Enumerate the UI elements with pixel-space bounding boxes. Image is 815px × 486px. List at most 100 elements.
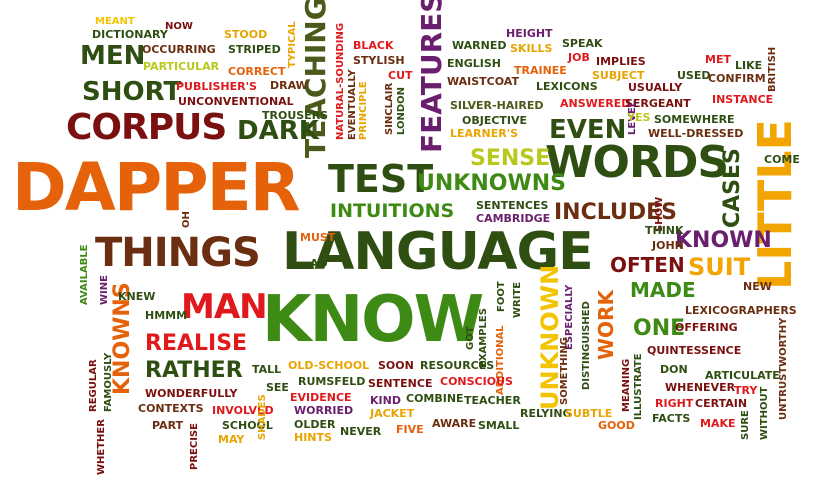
word-unknowns: UNKNOWNS [417, 171, 566, 196]
word-school: SCHOOL [222, 419, 273, 432]
word-features: FEATURES [415, 0, 448, 153]
word-sinclair: SINCLAIR [384, 82, 395, 135]
word-distinguished: DISTINGUISHED [581, 301, 592, 390]
word-striped: STRIPED [228, 43, 281, 56]
word-try: TRY [734, 384, 758, 397]
word-old-school: OLD-SCHOOL [288, 359, 370, 372]
word-meaning: MEANING [621, 358, 632, 412]
word-objective: OBJECTIVE [462, 114, 528, 127]
word-never: NEVER [340, 425, 382, 438]
word-conscious: CONSCIOUS [440, 375, 513, 388]
word-jacket: JACKET [370, 407, 415, 420]
word-dapper: DAPPER [12, 149, 301, 226]
word-regular: REGULAR [88, 359, 99, 412]
word-know: KNOW [262, 283, 484, 357]
word-resources: RESOURCES [420, 359, 495, 372]
word-instance: INSTANCE [712, 93, 774, 106]
word-words: WORDS [545, 137, 729, 188]
word-subtle: SUBTLE [565, 407, 613, 420]
word-small: SMALL [478, 419, 520, 432]
word-worried: WORRIED [294, 404, 354, 417]
word-height: HEIGHT [506, 27, 553, 40]
word-offering: OFFERING [675, 321, 738, 334]
word-hmmm: HMMM [145, 309, 188, 322]
word-relying: RELYING [520, 407, 572, 420]
word-involved: INVOLVED [212, 404, 274, 417]
word-certain: CERTAIN [695, 397, 748, 410]
word-cases: CASES [720, 148, 745, 228]
word-skills: SKILLS [510, 42, 553, 55]
word-london: LONDON [396, 86, 407, 135]
word-work: WORK [594, 290, 618, 360]
word-write: WRITE [512, 281, 523, 318]
word-language: LANGUAGE [282, 222, 594, 282]
word-five: FIVE [396, 423, 424, 436]
word-whenever: WHENEVER [665, 381, 736, 394]
word-implies: IMPLIES [596, 55, 646, 68]
word-british: BRITISH [767, 46, 778, 92]
word-ad: AD [310, 257, 328, 270]
word-shades: SHADES [257, 394, 268, 440]
word-man: MAN [181, 287, 268, 327]
word-natural-sounding: NATURAL-SOUNDING [335, 22, 346, 140]
word-famously: FAMOUSLY [103, 352, 114, 412]
word-john: JOHN [652, 239, 684, 252]
word-must: MUST [300, 231, 336, 244]
word-draw: DRAW [270, 79, 308, 92]
word-sense: SENSE [470, 146, 551, 171]
word-sentence: SENTENCE [368, 377, 433, 390]
word-new: NEW [743, 280, 772, 293]
word-warned: WARNED [452, 39, 507, 52]
word-rumsfeld: RUMSFELD [298, 375, 366, 388]
word-unconventional: UNCONVENTIONAL [178, 95, 294, 108]
word-subject: SUBJECT [592, 69, 645, 82]
word-lexicographers: LEXICOGRAPHERS [685, 304, 797, 317]
word-particular: PARTICULAR [143, 60, 220, 73]
word-come: COME [764, 153, 800, 166]
word-tall: TALL [252, 363, 282, 376]
word-don: DON [660, 363, 688, 376]
word-available: AVAILABLE [79, 244, 90, 305]
word-wine: WINE [99, 275, 110, 305]
word-hints: HINTS [294, 431, 332, 444]
word-learners: LEARNER'S [450, 127, 518, 140]
word-waistcoat: WAISTCOAT [447, 75, 519, 88]
word-something: SOMETHING [559, 337, 570, 405]
word-english: ENGLISH [447, 57, 501, 70]
word-speak: SPEAK [562, 37, 603, 50]
word-part: PART [152, 419, 184, 432]
word-silver-haired: SILVER-HAIRED [450, 99, 544, 112]
word-confirm: CONFIRM [708, 72, 766, 85]
word-teacher: TEACHER [464, 394, 521, 407]
word-oh: OH [181, 211, 192, 228]
word-yes: YES [627, 111, 651, 124]
word-trousers: TROUSERS [262, 109, 329, 122]
word-made: MADE [630, 278, 696, 302]
word-wonderfully: WONDERFULLY [145, 387, 238, 400]
word-somewhere: SOMEWHERE [654, 113, 735, 126]
word-illustrate: ILLUSTRATE [633, 353, 644, 420]
word-publishers: PUBLISHER'S [176, 80, 257, 93]
word-dark: DARK [237, 116, 319, 146]
word-used: USED [677, 69, 711, 82]
word-contexts: CONTEXTS [138, 402, 204, 415]
word-black: BLACK [353, 39, 394, 52]
word-soon: SOON [378, 359, 414, 372]
word-meant: MEANT [95, 16, 135, 27]
word-met: MET [705, 53, 731, 66]
word-stylish: STYLISH [353, 54, 405, 67]
word-answered: ANSWERED [560, 97, 631, 110]
word-little: LITTLE [748, 119, 802, 290]
word-short: SHORT [82, 77, 182, 107]
word-often: OFTEN [610, 253, 685, 277]
word-well-dressed: WELL-DRESSED [648, 127, 744, 140]
word-untrustworthy: UNTRUSTWORTHY [778, 317, 789, 420]
word-sentences: SENTENCES [476, 199, 549, 212]
word-sure: SURE [740, 410, 751, 440]
word-aware: AWARE [432, 417, 477, 430]
word-known: KNOWN [675, 228, 772, 253]
word-eventually: EVENTUALLY [347, 69, 358, 140]
word-good: GOOD [598, 419, 635, 432]
word-suit: SUIT [688, 253, 751, 281]
